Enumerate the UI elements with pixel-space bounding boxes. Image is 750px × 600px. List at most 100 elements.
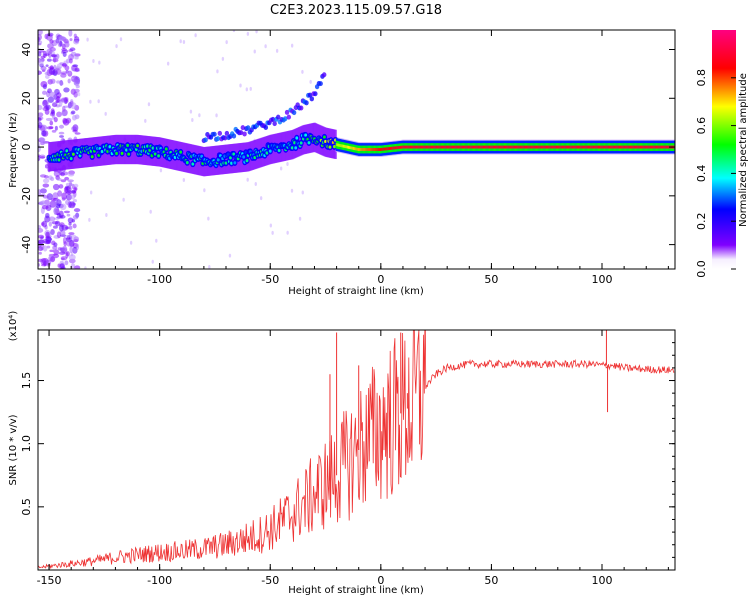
ridge-core <box>460 145 463 149</box>
noise-mark <box>70 234 77 240</box>
noise-mark <box>55 53 60 60</box>
noise-mark <box>69 58 73 64</box>
ridge-core <box>416 145 419 149</box>
ridge-core <box>483 145 486 149</box>
noise-mark <box>38 30 43 36</box>
ridge-core <box>394 146 397 150</box>
ridge-core <box>399 145 402 149</box>
noise-mark <box>286 230 289 235</box>
branch-mark <box>286 114 292 120</box>
ridge-core <box>388 147 391 150</box>
ridge-core <box>631 145 633 149</box>
noise-mark <box>68 254 76 261</box>
noise-mark <box>52 192 59 200</box>
ridge-core <box>382 147 385 151</box>
snr-ticks: -150 -100 -50 0 50 100 0.5 1.0 1.5 <box>20 330 675 587</box>
branch-mark <box>276 114 281 120</box>
noise-mark <box>55 100 59 104</box>
ridge-core <box>426 145 429 149</box>
noise-mark <box>129 240 133 245</box>
noise-mark <box>89 190 93 195</box>
snr-y-scale-label: (x10⁴) <box>8 311 19 342</box>
noise-mark <box>56 111 62 118</box>
noise-mark <box>191 117 194 122</box>
ridge-core <box>616 145 619 149</box>
noise-mark <box>51 221 59 225</box>
noise-mark <box>66 71 72 74</box>
branch-mark <box>231 133 237 139</box>
ridge-core <box>439 145 442 149</box>
ridge-core <box>392 146 394 150</box>
ridge-core <box>587 145 590 149</box>
ridge-core <box>106 149 110 153</box>
x-tick-label: 0 <box>377 273 384 286</box>
x-tick-label: -100 <box>147 574 172 587</box>
x-tick-label: 100 <box>592 574 613 587</box>
ridge-core <box>341 144 344 148</box>
ridge-core <box>386 147 389 151</box>
noise-mark <box>69 47 76 52</box>
ridge-core <box>656 145 659 149</box>
noise-mark <box>40 200 48 207</box>
ridge-core <box>497 145 500 149</box>
noise-mark <box>63 105 69 108</box>
noise-mark <box>73 39 80 45</box>
branch-mark <box>272 121 277 127</box>
ridge-core <box>533 145 536 149</box>
ridge-core <box>604 145 607 149</box>
noise-mark <box>38 251 42 255</box>
ridge-core <box>376 148 379 151</box>
noise-mark <box>45 259 52 266</box>
ridge-core <box>646 145 649 149</box>
ridge-core <box>575 145 578 149</box>
noise-mark <box>309 79 312 84</box>
noise-mark <box>72 64 79 68</box>
ridge-core <box>543 145 546 149</box>
colorbar-ticks: 0.0 0.2 0.4 0.6 0.8 <box>695 69 736 278</box>
noise-mark <box>74 132 81 135</box>
ridge-core <box>617 145 620 149</box>
colorbar-tick-label: 0.2 <box>695 212 708 230</box>
ridge-core <box>381 147 383 151</box>
ridge-core <box>581 145 584 149</box>
ridge-core <box>570 145 573 149</box>
ridge-core <box>601 145 604 149</box>
noise-mark <box>59 203 67 211</box>
ridge-core <box>504 145 507 149</box>
branch-mark <box>245 125 251 131</box>
ridge-core <box>620 145 622 149</box>
noise-mark <box>221 56 225 61</box>
noise-mark <box>70 263 76 269</box>
ridge-core <box>391 146 393 150</box>
ridge-core <box>435 145 438 149</box>
ridge-core <box>512 145 515 149</box>
ridge-core <box>232 152 236 156</box>
ridge-core <box>635 145 638 149</box>
noise-mark <box>73 183 79 188</box>
ridge-core <box>351 146 354 150</box>
ridge-core <box>607 145 610 149</box>
noise-mark <box>53 249 60 256</box>
ridge-core <box>624 145 627 149</box>
ridge-core <box>464 145 466 149</box>
ridge-core <box>579 145 581 149</box>
ridge-core <box>622 145 625 149</box>
branch-mark <box>263 124 269 130</box>
noise-mark <box>45 104 51 110</box>
ridge-core <box>615 145 618 149</box>
ridge-core <box>486 145 488 149</box>
ridge-core <box>408 145 411 149</box>
branch-mark <box>215 136 221 142</box>
ridge-core <box>586 145 589 149</box>
ridge-core <box>353 147 356 150</box>
spectrogram-y-axis-label: Frequency (Hz) <box>8 112 19 188</box>
ridge-core <box>323 135 326 139</box>
noise-mark <box>65 194 73 201</box>
ridge-core <box>304 133 308 137</box>
noise-mark <box>38 234 45 239</box>
ridge-core <box>332 145 336 149</box>
ridge-core <box>667 145 670 149</box>
ridge-core <box>230 161 233 165</box>
ridge-core <box>649 145 652 149</box>
ridge-core <box>541 145 544 149</box>
